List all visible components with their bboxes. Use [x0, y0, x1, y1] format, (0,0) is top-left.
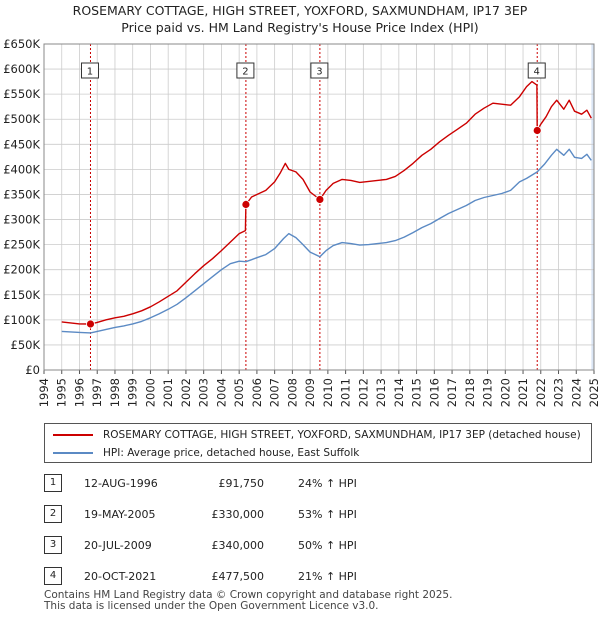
y-tick-label: £50K	[11, 338, 41, 352]
x-tick-label: 2001	[161, 378, 175, 407]
footer-line-2: This data is licensed under the Open Gov…	[44, 600, 379, 612]
x-tick-label: 2008	[285, 378, 299, 407]
sale-point	[241, 200, 251, 209]
y-tick-label: £400K	[3, 162, 40, 176]
x-tick-label: 2009	[303, 378, 317, 407]
x-tick-label: 2002	[179, 378, 193, 407]
sale-point	[315, 195, 325, 204]
sale-number-badge: 3	[44, 536, 62, 554]
x-tick-label: 2017	[445, 378, 459, 407]
projection-shade	[591, 44, 594, 370]
y-tick-label: £450K	[3, 137, 40, 151]
price-chart: £0 £50K £100K £150K £200K £250K £300K £350K £400…	[3, 37, 600, 407]
x-tick-label: 1997	[90, 378, 104, 407]
legend-item-hpi: HPI: Average price, detached house, East…	[53, 444, 359, 462]
legend-label-property: ROSEMARY COTTAGE, HIGH STREET, YOXFORD, …	[103, 429, 581, 441]
sale-price: £477,500	[211, 570, 265, 583]
x-tick-label: 2013	[374, 378, 388, 407]
legend-label-hpi: HPI: Average price, detached house, East…	[103, 447, 360, 459]
legend-swatch-hpi	[53, 452, 93, 454]
legend-swatch-property	[53, 434, 93, 436]
sale-label-box	[310, 62, 329, 79]
sale-label-number: 1	[87, 67, 93, 78]
title-line-1: ROSEMARY COTTAGE, HIGH STREET, YOXFORD, …	[72, 3, 528, 18]
sale-number-badge: 1	[44, 474, 62, 492]
sale-number-badge: 2	[44, 505, 62, 523]
sale-price: £330,000	[211, 508, 265, 521]
y-tick-label: £500K	[3, 112, 40, 126]
x-tick-label: 2024	[569, 378, 583, 407]
x-tick-label: 2018	[463, 378, 477, 407]
x-tick-label: 2006	[250, 378, 264, 407]
y-tick-label: £100K	[3, 313, 40, 327]
sale-hpi-change: 21% ↑ HPI	[298, 570, 357, 583]
sale-label-box	[80, 62, 99, 79]
x-tick-label: 1999	[126, 378, 140, 407]
sale-point	[532, 126, 542, 135]
x-tick-label: 2023	[552, 378, 566, 407]
legend: ROSEMARY COTTAGE, HIGH STREET, YOXFORD, …	[44, 423, 592, 463]
sale-date: 12-AUG-1996	[84, 477, 158, 490]
sale-point	[86, 319, 95, 329]
x-tick-label: 2010	[321, 378, 335, 407]
legend-item-property: ROSEMARY COTTAGE, HIGH STREET, YOXFORD, …	[53, 426, 581, 444]
footer-line-1: Contains HM Land Registry data © Crown c…	[44, 589, 453, 601]
x-tick-label: 2005	[232, 378, 246, 407]
y-tick-label: £0	[25, 363, 40, 377]
x-tick-label: 2021	[516, 378, 530, 407]
sale-price: £91,750	[218, 477, 265, 490]
x-tick-label: 2004	[214, 378, 228, 407]
sale-label-box	[527, 62, 546, 79]
sale-date: 20-OCT-2021	[84, 570, 157, 583]
x-tick-label: 2016	[427, 378, 441, 407]
y-tick-label: £150K	[3, 288, 40, 302]
table-row: 1 12-AUG-1996 £91,750 24% ↑ HPI	[44, 474, 444, 494]
x-tick-label: 2020	[498, 378, 512, 407]
chart-title: ROSEMARY COTTAGE, HIGH STREET, YOXFORD, …	[0, 2, 600, 36]
x-tick-label: 2019	[481, 378, 495, 407]
x-tick-label: 2022	[534, 378, 548, 407]
property-price-line	[61, 80, 592, 325]
title-line-2: Price paid vs. HM Land Registry's House …	[121, 20, 479, 35]
x-tick-label: 2000	[143, 378, 157, 407]
x-tick-label: 2007	[268, 378, 282, 407]
y-tick-label: £600K	[3, 62, 40, 76]
y-tick-label: £300K	[3, 213, 40, 227]
sale-number-badge: 4	[44, 567, 62, 585]
sale-hpi-change: 24% ↑ HPI	[298, 477, 357, 490]
plot-border	[43, 43, 595, 371]
sale-label-number: 4	[534, 67, 540, 78]
x-tick-label: 1998	[108, 378, 122, 407]
sale-label-box	[236, 62, 255, 79]
y-tick-label: £650K	[3, 37, 40, 51]
sale-date: 19-MAY-2005	[84, 508, 156, 521]
hpi-line	[61, 148, 592, 334]
y-tick-label: £250K	[3, 238, 40, 252]
sale-hpi-change: 53% ↑ HPI	[298, 508, 357, 521]
y-tick-label: £350K	[3, 187, 40, 201]
x-tick-label: 2011	[339, 378, 353, 407]
plot-area	[44, 44, 594, 370]
x-tick-label: 2015	[410, 378, 424, 407]
x-tick-label: 2003	[197, 378, 211, 407]
sale-price: £340,000	[211, 539, 265, 552]
sale-label-number: 2	[242, 67, 248, 78]
x-tick-label: 2012	[356, 378, 370, 407]
table-row: 2 19-MAY-2005 £330,000 53% ↑ HPI	[44, 505, 444, 525]
y-tick-label: £200K	[3, 263, 40, 277]
table-row: 3 20-JUL-2009 £340,000 50% ↑ HPI	[44, 536, 444, 556]
sale-label-number: 3	[316, 67, 322, 78]
x-tick-label: 2014	[392, 378, 406, 407]
sale-hpi-change: 50% ↑ HPI	[298, 539, 357, 552]
table-row: 4 20-OCT-2021 £477,500 21% ↑ HPI	[44, 567, 444, 587]
x-tick-label: 1994	[37, 378, 51, 407]
x-tick-label: 2025	[587, 378, 600, 407]
x-tick-label: 1996	[72, 378, 86, 407]
x-tick-label: 1995	[55, 378, 69, 407]
footer-attribution: Contains HM Land Registry data © Crown c…	[44, 590, 452, 612]
y-tick-label: £550K	[3, 87, 40, 101]
sale-date: 20-JUL-2009	[84, 539, 152, 552]
